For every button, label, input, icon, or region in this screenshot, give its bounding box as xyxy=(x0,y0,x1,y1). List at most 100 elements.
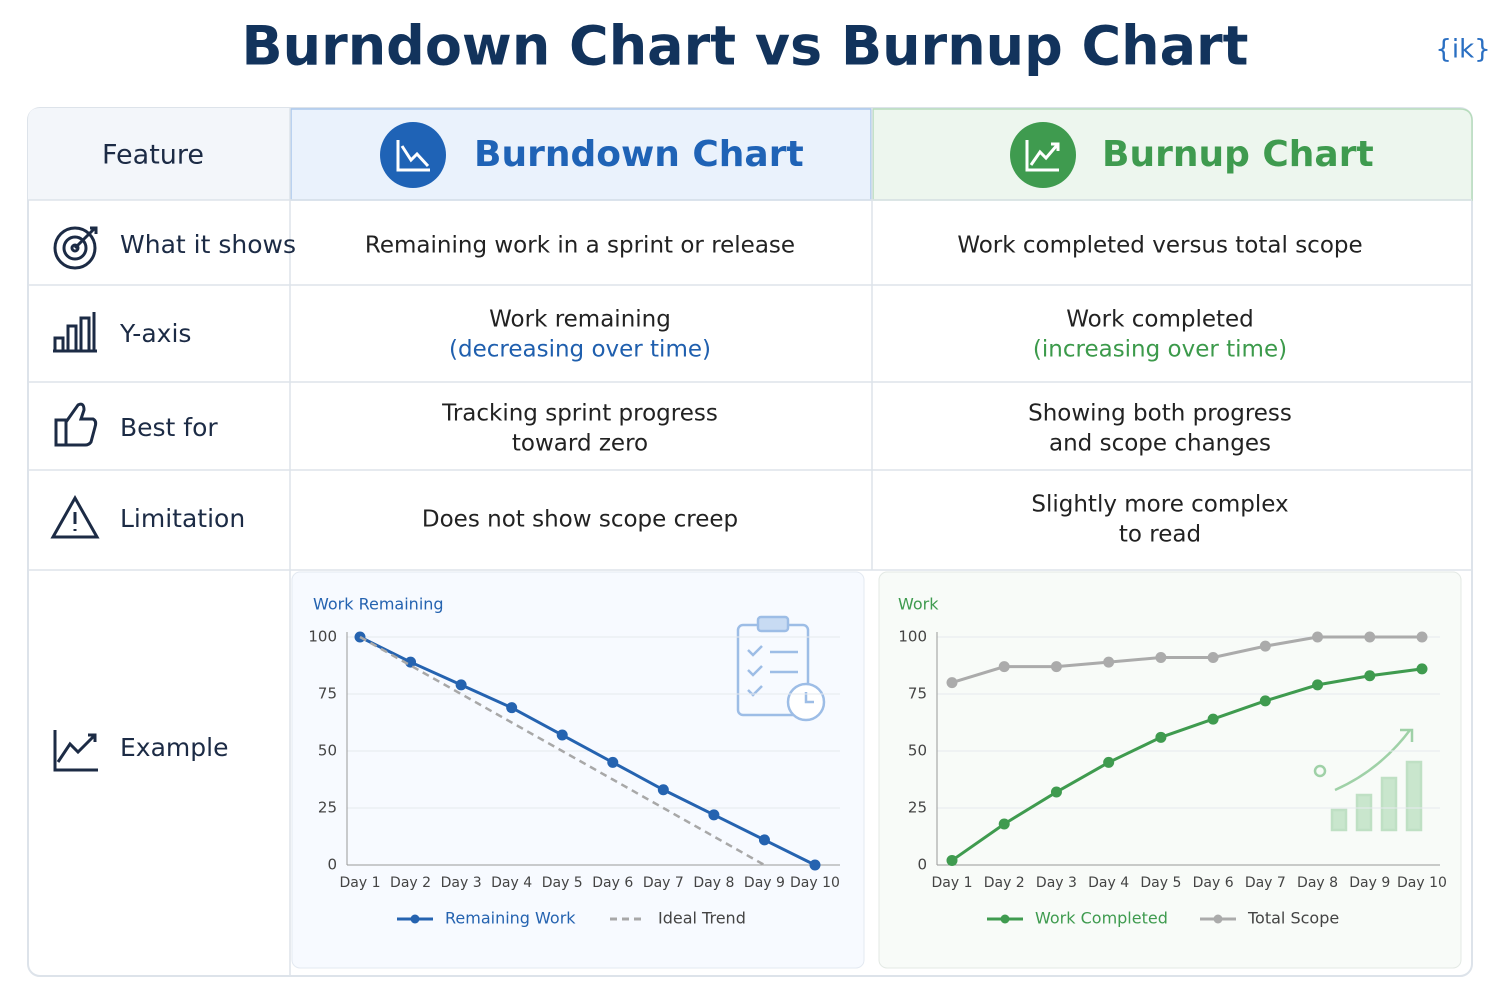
x-tick-label: Day 3 xyxy=(441,875,482,891)
legend-marker xyxy=(410,914,420,924)
x-tick-label: Day 2 xyxy=(390,875,431,891)
y-tick-label: 75 xyxy=(908,685,927,703)
cell-text: Work completed xyxy=(1066,307,1254,333)
data-point xyxy=(758,834,770,846)
data-point xyxy=(1364,670,1376,682)
logo: {ik} xyxy=(1435,35,1490,65)
x-tick-label: Day 6 xyxy=(592,875,633,891)
cell-text: Remaining work in a sprint or release xyxy=(365,233,795,259)
y-axis-label: Work Remaining xyxy=(313,595,444,614)
data-point xyxy=(1103,656,1115,668)
cell-text: Work completed versus total scope xyxy=(957,233,1362,259)
column-header: Burnup Chart xyxy=(1102,134,1374,175)
cell-text: Slightly more complex xyxy=(1031,492,1288,518)
y-tick-label: 0 xyxy=(917,856,927,874)
series-line xyxy=(359,635,816,867)
y-axis-label: Work xyxy=(898,595,939,614)
data-point xyxy=(657,784,669,796)
x-tick-label: Day 4 xyxy=(1088,875,1129,891)
cell-text: (increasing over time) xyxy=(1033,337,1287,363)
header-icons xyxy=(380,122,1076,188)
title: Burndown Chart vs Burnup Chart xyxy=(242,15,1249,78)
column-header: Burndown Chart xyxy=(474,134,804,175)
legend-label: Ideal Trend xyxy=(658,909,746,928)
x-tick-label: Day 7 xyxy=(643,875,684,891)
data-point xyxy=(1155,652,1167,664)
legend-label: Total Scope xyxy=(1247,909,1339,928)
x-tick-label: Day 10 xyxy=(790,875,840,891)
data-point xyxy=(708,809,720,821)
legend-label: Remaining Work xyxy=(445,909,576,928)
legend-marker xyxy=(1213,914,1223,924)
y-tick-label: 0 xyxy=(327,856,337,874)
data-point xyxy=(1312,679,1324,691)
data-point xyxy=(1103,756,1115,768)
data-point xyxy=(998,818,1010,830)
series-line xyxy=(359,635,766,867)
x-tick-label: Day 8 xyxy=(1297,875,1338,891)
data-point xyxy=(1050,661,1062,673)
cell-text: and scope changes xyxy=(1049,431,1271,457)
data-point xyxy=(556,729,568,741)
x-tick-label: Day 6 xyxy=(1193,875,1234,891)
x-tick-label: Day 8 xyxy=(693,875,734,891)
feature-label: What it shows xyxy=(120,230,296,259)
feature-label: Limitation xyxy=(120,504,245,533)
decor xyxy=(736,615,1423,832)
y-tick-label: 50 xyxy=(318,742,337,760)
data-point xyxy=(1312,631,1324,643)
data-point xyxy=(998,661,1010,673)
data-point xyxy=(1050,786,1062,798)
cell-text: toward zero xyxy=(512,431,648,457)
cell-text: to read xyxy=(1119,522,1201,548)
x-tick-label: Day 5 xyxy=(542,875,583,891)
y-tick-label: 100 xyxy=(898,628,927,646)
legend-label: Work Completed xyxy=(1035,909,1168,928)
legend-marker xyxy=(1000,914,1010,924)
x-tick-label: Day 10 xyxy=(1397,875,1447,891)
x-tick-label: Day 5 xyxy=(1140,875,1181,891)
data-point xyxy=(1259,695,1271,707)
x-tick-label: Day 1 xyxy=(931,875,972,891)
feature-label: Best for xyxy=(120,413,218,442)
row-icons xyxy=(50,226,100,772)
data-point xyxy=(946,854,958,866)
x-tick-label: Day 7 xyxy=(1245,875,1286,891)
cell-text: Does not show scope creep xyxy=(422,507,738,533)
cell-text: Showing both progress xyxy=(1028,401,1292,427)
data-point xyxy=(1416,631,1428,643)
y-tick-label: 25 xyxy=(318,799,337,817)
y-tick-label: 25 xyxy=(908,799,927,817)
data-point xyxy=(455,679,467,691)
data-point xyxy=(1416,663,1428,675)
x-tick-label: Day 9 xyxy=(1349,875,1390,891)
cell-text: Tracking sprint progress xyxy=(441,401,718,427)
x-tick-label: Day 4 xyxy=(491,875,532,891)
data-point xyxy=(405,656,417,668)
y-tick-label: 100 xyxy=(308,628,337,646)
series-line xyxy=(951,667,1423,862)
data-point xyxy=(946,677,958,689)
feature-label: Y-axis xyxy=(119,319,191,348)
cell-text: (decreasing over time) xyxy=(449,337,711,363)
data-point xyxy=(1364,631,1376,643)
y-tick-label: 50 xyxy=(908,742,927,760)
x-tick-label: Day 9 xyxy=(744,875,785,891)
feature-label: Example xyxy=(120,733,228,762)
data-point xyxy=(1207,713,1219,725)
data-point xyxy=(1207,652,1219,664)
cell-text: Work remaining xyxy=(489,307,671,333)
data-point xyxy=(1259,640,1271,652)
x-tick-label: Day 3 xyxy=(1036,875,1077,891)
x-tick-label: Day 2 xyxy=(984,875,1025,891)
y-tick-label: 75 xyxy=(318,685,337,703)
data-point xyxy=(1155,731,1167,743)
data-point xyxy=(809,859,821,871)
series-line xyxy=(951,635,1422,685)
data-point xyxy=(607,756,619,768)
column-header: Feature xyxy=(102,140,204,171)
data-point xyxy=(506,702,518,714)
x-tick-label: Day 1 xyxy=(339,875,380,891)
